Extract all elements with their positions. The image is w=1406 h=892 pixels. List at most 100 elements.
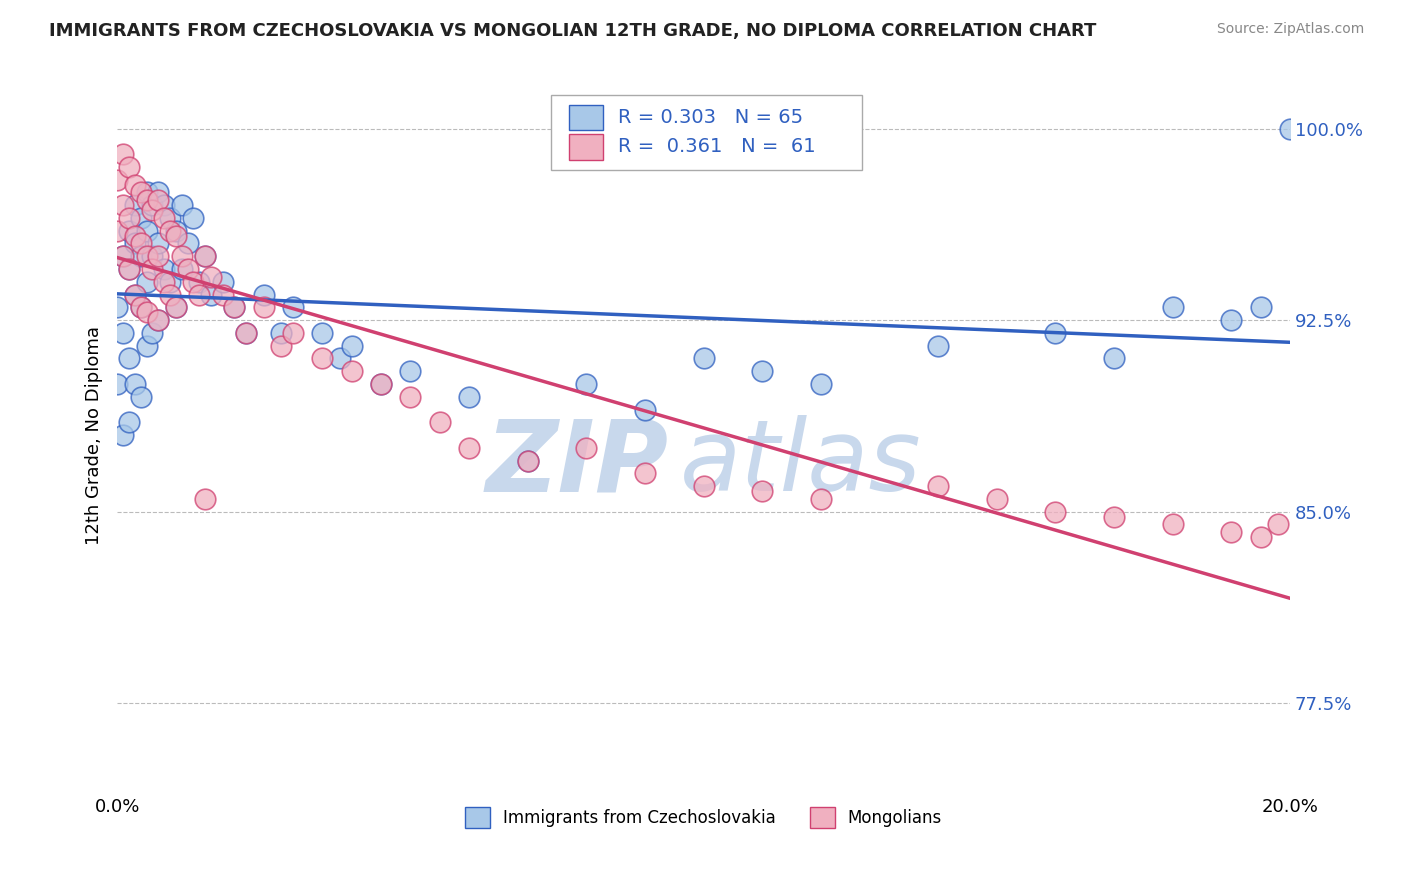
Point <box>124 228 146 243</box>
Point <box>153 198 176 212</box>
Point <box>153 262 176 277</box>
Point <box>176 236 198 251</box>
Point <box>200 269 222 284</box>
Point <box>211 287 233 301</box>
Point <box>159 224 181 238</box>
Point <box>751 484 773 499</box>
Text: Source: ZipAtlas.com: Source: ZipAtlas.com <box>1216 22 1364 37</box>
Point <box>165 301 187 315</box>
Point <box>159 211 181 225</box>
Point <box>112 249 135 263</box>
Point <box>135 338 157 352</box>
Point <box>153 275 176 289</box>
Point <box>281 301 304 315</box>
Point <box>118 211 141 225</box>
Point <box>141 198 163 212</box>
Point <box>105 301 128 315</box>
Text: atlas: atlas <box>681 415 922 512</box>
Point <box>188 275 211 289</box>
Point <box>135 275 157 289</box>
Point <box>1250 530 1272 544</box>
Point <box>124 287 146 301</box>
Point <box>129 301 152 315</box>
Point <box>927 338 949 352</box>
Text: R =  0.361   N =  61: R = 0.361 N = 61 <box>619 137 815 156</box>
Point <box>634 467 657 481</box>
Point <box>105 224 128 238</box>
Point <box>458 441 481 455</box>
Point <box>575 441 598 455</box>
Point <box>112 249 135 263</box>
Point <box>194 249 217 263</box>
Point <box>253 301 276 315</box>
Point <box>370 376 392 391</box>
Point <box>129 211 152 225</box>
Point <box>1161 517 1184 532</box>
Point <box>1102 509 1125 524</box>
Point <box>148 193 170 207</box>
Legend: Immigrants from Czechoslovakia, Mongolians: Immigrants from Czechoslovakia, Mongolia… <box>458 801 949 834</box>
Point <box>1250 301 1272 315</box>
Point <box>340 364 363 378</box>
Point <box>135 249 157 263</box>
Point <box>153 211 176 225</box>
Point <box>159 275 181 289</box>
Point <box>112 198 135 212</box>
Point <box>124 287 146 301</box>
Point <box>575 376 598 391</box>
Point <box>165 301 187 315</box>
Point <box>224 301 246 315</box>
Point <box>124 178 146 192</box>
Point <box>112 326 135 340</box>
Point <box>148 236 170 251</box>
FancyBboxPatch shape <box>551 95 862 170</box>
Point <box>429 415 451 429</box>
Point <box>112 428 135 442</box>
Point <box>270 338 292 352</box>
Text: IMMIGRANTS FROM CZECHOSLOVAKIA VS MONGOLIAN 12TH GRADE, NO DIPLOMA CORRELATION C: IMMIGRANTS FROM CZECHOSLOVAKIA VS MONGOL… <box>49 22 1097 40</box>
Point <box>118 262 141 277</box>
Point <box>1102 351 1125 366</box>
Point <box>159 287 181 301</box>
Point <box>165 224 187 238</box>
Point <box>141 203 163 218</box>
Point <box>1267 517 1289 532</box>
Point <box>148 186 170 200</box>
Point <box>124 376 146 391</box>
Point <box>135 193 157 207</box>
Point <box>135 224 157 238</box>
Point <box>810 376 832 391</box>
Point <box>105 172 128 186</box>
Point <box>148 313 170 327</box>
Y-axis label: 12th Grade, No Diploma: 12th Grade, No Diploma <box>86 326 103 544</box>
Point <box>281 326 304 340</box>
Point <box>118 415 141 429</box>
Point <box>692 351 714 366</box>
Point <box>118 351 141 366</box>
Point <box>235 326 257 340</box>
Point <box>118 262 141 277</box>
Point <box>1045 326 1067 340</box>
Point <box>1161 301 1184 315</box>
Point <box>634 402 657 417</box>
Point <box>1279 121 1302 136</box>
Point <box>148 313 170 327</box>
Point <box>188 287 211 301</box>
Point <box>692 479 714 493</box>
Point <box>183 211 205 225</box>
Point <box>129 249 152 263</box>
Point <box>200 287 222 301</box>
Point <box>194 491 217 506</box>
Point <box>129 390 152 404</box>
Point <box>135 305 157 319</box>
Text: R = 0.303   N = 65: R = 0.303 N = 65 <box>619 108 803 127</box>
Text: ZIP: ZIP <box>485 415 668 512</box>
Point <box>810 491 832 506</box>
Point <box>270 326 292 340</box>
Point <box>170 198 193 212</box>
Point <box>194 249 217 263</box>
Point <box>986 491 1008 506</box>
Point <box>141 262 163 277</box>
Point <box>124 236 146 251</box>
Point <box>399 390 422 404</box>
